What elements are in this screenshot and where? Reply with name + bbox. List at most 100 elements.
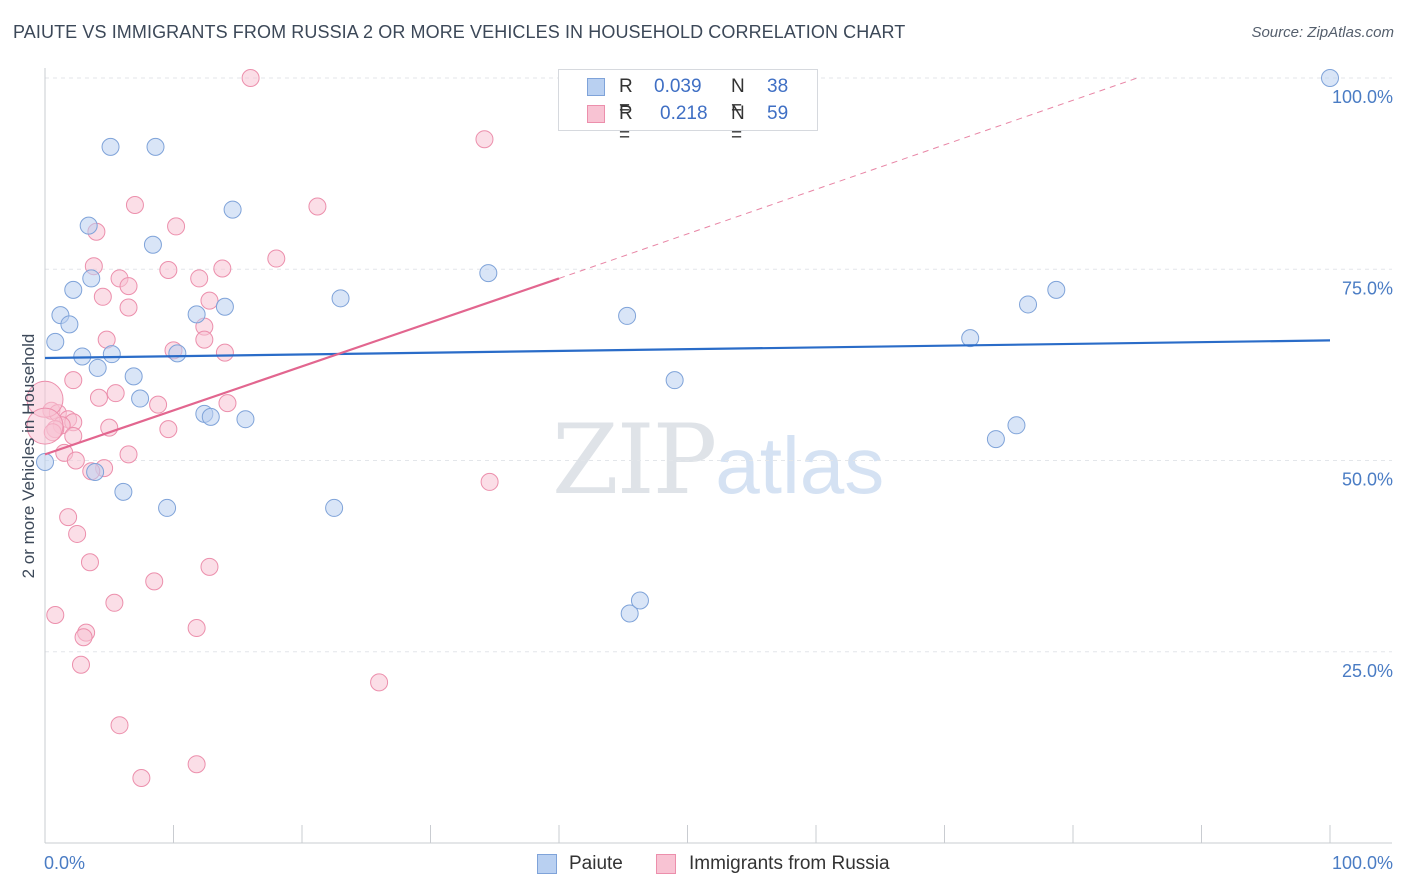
trend-line-russia-extrapolated (558, 77, 1138, 279)
point-paiute (620, 604, 639, 623)
point-immigrants-from-russia (187, 755, 206, 774)
point-paiute (101, 137, 120, 156)
point-immigrants-from-russia (80, 553, 99, 572)
y-axis-title: 2 or more Vehicles in Household (19, 334, 38, 579)
point-paiute (665, 371, 684, 390)
point-immigrants-from-russia (71, 655, 90, 674)
point-immigrants-from-russia (200, 557, 219, 576)
axes (44, 68, 1392, 844)
point-paiute (223, 200, 242, 219)
point-paiute (88, 358, 107, 377)
point-immigrants-from-russia (26, 407, 64, 445)
point-paiute (124, 367, 143, 386)
watermark: ZIPatlas (552, 404, 884, 516)
x-tick-label: 100.0% (1332, 853, 1393, 873)
watermark-zip: ZIP (552, 404, 717, 516)
point-immigrants-from-russia (64, 371, 83, 390)
point-paiute (618, 306, 637, 325)
point-immigrants-from-russia (241, 69, 260, 87)
point-immigrants-from-russia (215, 343, 234, 362)
point-immigrants-from-russia (119, 298, 138, 317)
legend-n-value: 59 (767, 103, 789, 124)
point-paiute (630, 591, 649, 610)
point-paiute (46, 332, 65, 351)
point-paiute (131, 389, 150, 408)
point-immigrants-from-russia (190, 269, 209, 288)
point-immigrants-from-russia (66, 451, 85, 470)
bottom-legend-label: Immigrants from Russia (689, 853, 890, 874)
point-immigrants-from-russia (370, 673, 389, 692)
bottom-legend-label: Paiute (569, 853, 623, 874)
point-immigrants-from-russia (187, 619, 206, 638)
point-immigrants-from-russia (213, 259, 232, 278)
point-paiute (158, 498, 177, 517)
point-paiute (1019, 295, 1038, 314)
point-paiute (146, 137, 165, 156)
legend-r-value: 0.039 (654, 76, 702, 97)
point-immigrants-from-russia (68, 524, 87, 543)
point-immigrants-from-russia (149, 395, 168, 414)
point-immigrants-from-russia (267, 249, 286, 268)
point-immigrants-from-russia (132, 768, 151, 787)
point-paiute (331, 289, 350, 308)
point-immigrants-from-russia (475, 130, 494, 149)
point-paiute (1007, 416, 1026, 435)
legend-swatch-paiute (587, 78, 605, 96)
point-paiute (479, 264, 498, 283)
axis-labels: 25.0% 50.0% 75.0% 100.0% 0.0% 100.0% 2 or more… (19, 87, 1393, 873)
point-immigrants-from-russia (145, 572, 164, 591)
trend-line-paiute (44, 339, 1331, 360)
point-immigrants-from-russia (167, 217, 186, 236)
point-immigrants-from-russia (159, 420, 178, 439)
legend-r-label: R = (619, 76, 633, 119)
point-paiute (325, 498, 344, 517)
point-paiute (102, 345, 121, 364)
point-immigrants-from-russia (59, 508, 78, 527)
y-tick-label: 50.0% (1342, 470, 1393, 490)
point-immigrants-from-russia (93, 287, 112, 306)
legend-n-value: 38 (767, 76, 789, 97)
trend-lines (44, 77, 1331, 456)
point-paiute (961, 329, 980, 348)
point-immigrants-from-russia (159, 261, 178, 280)
bottom-legend-swatch-paiute (537, 854, 557, 874)
point-paiute (36, 453, 54, 472)
legend-swatch-russia (587, 105, 605, 123)
point-paiute (215, 297, 234, 316)
point-paiute (1047, 280, 1066, 299)
legend-r-value: 0.218 (660, 103, 708, 124)
watermark-atlas: atlas (715, 421, 885, 510)
point-immigrants-from-russia (200, 291, 219, 310)
legend-r-label: R = (619, 103, 633, 146)
x-tick-label: 0.0% (44, 853, 85, 873)
point-paiute (187, 305, 206, 324)
point-immigrants-from-russia (106, 384, 125, 403)
point-immigrants-from-russia (480, 472, 499, 491)
point-paiute (986, 430, 1005, 449)
point-immigrants-from-russia (110, 716, 129, 735)
point-immigrants-from-russia (218, 394, 237, 413)
point-paiute (236, 410, 255, 429)
legend-n-label: N = (731, 76, 745, 119)
point-immigrants-from-russia (46, 606, 65, 625)
point-immigrants-from-russia (195, 330, 214, 349)
point-paiute (60, 315, 79, 334)
series-paiute (36, 69, 1339, 623)
point-immigrants-from-russia (125, 195, 144, 214)
point-paiute (168, 344, 187, 363)
correlation-legend: R = 0.039 N = 38 R = 0.218 N = 59 (558, 69, 818, 146)
point-paiute (86, 462, 105, 481)
y-tick-label: 25.0% (1342, 661, 1393, 681)
point-immigrants-from-russia (74, 628, 93, 647)
grid (45, 77, 1392, 653)
point-immigrants-from-russia (119, 445, 138, 464)
series-immigrants-from-russia (26, 69, 499, 787)
bottom-legend-swatch-russia (656, 854, 676, 874)
y-tick-label: 100.0% (1332, 87, 1393, 107)
point-paiute (64, 280, 83, 299)
point-immigrants-from-russia (308, 197, 327, 216)
point-immigrants-from-russia (89, 388, 108, 407)
trend-line-russia (44, 277, 560, 456)
point-immigrants-from-russia (119, 277, 138, 296)
